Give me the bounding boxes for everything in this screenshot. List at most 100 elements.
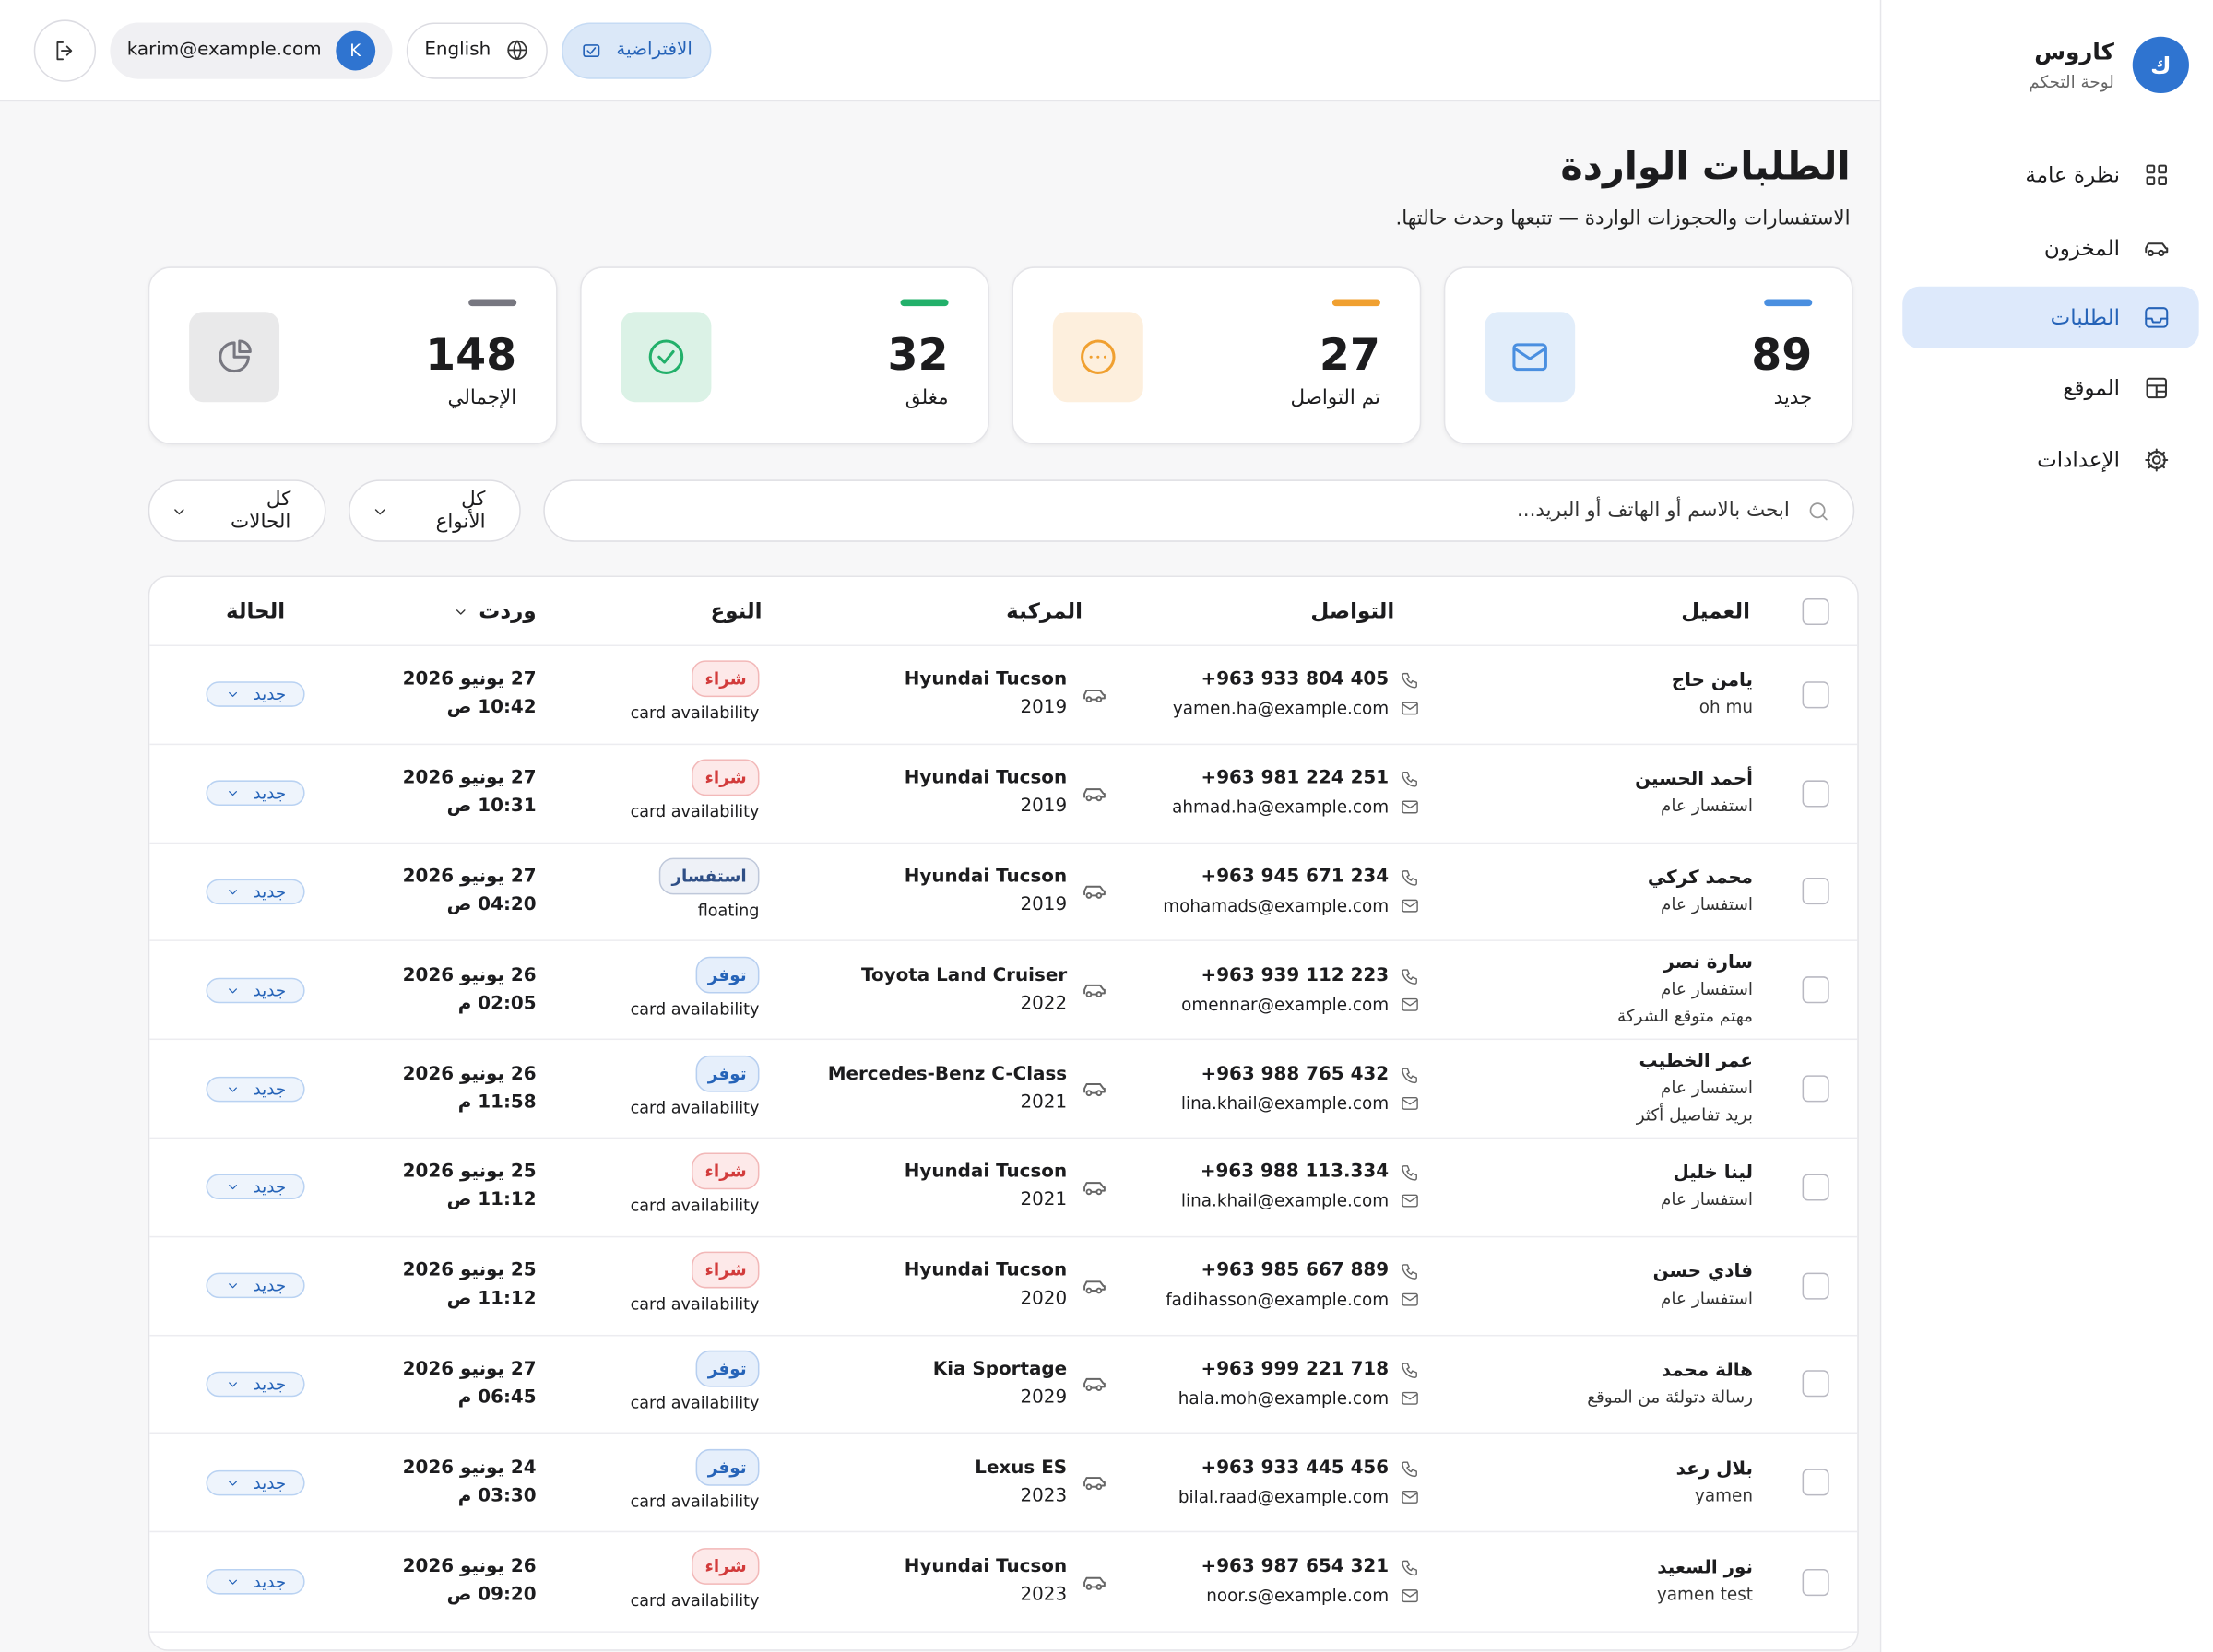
icon-part [1402,1165,1417,1182]
email-line: omennar@example.com [1130,990,1420,1019]
client-note: استفسار عام [1661,796,1754,816]
date: 27 يونيو 2026 [402,1358,537,1380]
phone-line: +963 987 654 321 [1130,1553,1420,1582]
type-badge: توفر [695,1448,760,1486]
user-menu[interactable]: karim@example.com K [110,21,393,78]
row-checkbox[interactable] [1801,1568,1828,1596]
select-all-checkbox[interactable] [1801,597,1828,625]
row-checkbox[interactable] [1801,1174,1828,1201]
email-line: mohamads@example.com [1130,891,1420,920]
topbar: karim@example.com K English الافتراضية [0,0,1882,102]
icon [1402,1096,1418,1110]
nav-label: المخزون [2043,235,2120,262]
table-row: سارة نصر استفسار عام مهتم متوقع الشركة +963… [149,942,1858,1041]
search-field[interactable]: ابحث بالاسم أو الهاتف أو البريد... [543,479,1855,542]
row-checkbox[interactable] [1801,878,1828,905]
vehicle-cell: Hyundai Tucson 2023 [785,1553,1130,1610]
status-dropdown[interactable]: جديد [206,1569,305,1595]
stat-label: الإجمالي [447,386,517,409]
nav-item[interactable]: المخزون [1902,218,2198,279]
date: 26 يونيو 2026 [402,964,537,986]
logout-button[interactable] [33,18,97,82]
filter-type[interactable]: كل الأنواع [349,479,521,542]
icon-part [586,46,596,54]
contact-cell: +963 999 221 718 hala.moh@example.com [1130,1356,1434,1412]
icon [229,692,238,698]
row-checkbox[interactable] [1801,1469,1828,1496]
icon-part [1402,1067,1417,1083]
time: 09:20 ص [446,1585,537,1607]
status-dropdown[interactable]: جديد [206,1076,305,1102]
language-button[interactable]: English [406,21,548,78]
status-dropdown[interactable]: جديد [206,780,305,807]
vehicle-name: Hyundai Tucson [904,1556,1068,1578]
row-checkbox[interactable] [1801,1370,1828,1398]
vehicle-year: 2019 [1020,697,1068,719]
status-label: جديد [253,1177,287,1198]
stat-card: 32 مغلق [580,266,989,445]
date: 24 يونيو 2026 [402,1457,537,1479]
status-dropdown[interactable]: جديد [206,1272,305,1299]
client-note: استفسار عام [1661,979,1754,1000]
status-dropdown[interactable]: جديد [206,1371,305,1398]
status-label: جديد [253,980,287,1000]
client-name: عمر الخطيب [1639,1051,1754,1073]
status-cell: جديد [149,1076,333,1102]
phone: +963 987 654 321 [1201,1556,1390,1578]
icon-part [2146,384,2167,399]
icon [1809,502,1828,520]
email-line: bilal.raad@example.com [1130,1482,1420,1511]
nav-item[interactable]: الطلبات [1902,286,2199,349]
stat-value: 27 [1319,330,1380,382]
stat-card: 148 الإجمالي [148,266,558,445]
icon [1402,1363,1417,1378]
stat-bar [1764,299,1813,307]
email: mohamads@example.com [1163,895,1390,916]
nav-label: الطلبات [2050,304,2120,331]
status-cell: جديد [149,681,333,708]
row-checkbox[interactable] [1801,1272,1828,1300]
status-dropdown[interactable]: جديد [206,879,305,905]
email-line: noor.s@example.com [1130,1582,1420,1611]
mode-button[interactable]: الافتراضية [561,21,711,78]
status-dropdown[interactable]: جديد [206,681,305,708]
icon-part [229,988,238,994]
icon-part [1402,901,1418,908]
type-badge: توفر [695,1350,760,1387]
column-header-label: التواصل [1310,597,1395,624]
type-cell: شراء card availability [559,759,785,827]
contact-cell: +963 933 445 456 bilal.raad@example.com [1130,1455,1434,1511]
checkbox-cell [1772,1174,1857,1201]
nav-item[interactable]: الإعدادات [1902,429,2198,490]
row-checkbox[interactable] [1801,1075,1828,1103]
checkbox-cell [1772,1272,1857,1300]
time: 10:42 ص [446,697,537,719]
status-dropdown[interactable]: جديد [206,1469,305,1496]
nav-item[interactable]: الموقع [1902,357,2198,419]
icon-part [238,339,252,354]
email: omennar@example.com [1181,994,1390,1015]
client-name: لينا خليل [1673,1162,1754,1185]
contact-cell: +963 988 765 432 lina.khail@example.com [1130,1060,1434,1116]
filter-status[interactable]: كل الحالات [148,479,326,542]
row-checkbox[interactable] [1801,976,1828,1004]
email: ahmad.ha@example.com [1172,797,1390,818]
status-dropdown[interactable]: جديد [206,977,305,1003]
brand-logo: ك [2132,36,2189,94]
vehicle-cell: Mercedes-Benz C-Class 2021 [785,1060,1130,1116]
type-sub: card availability [630,1590,760,1611]
type-cell: استفسار floating [559,857,785,926]
table-row: لينا خليل استفسار عام +963 988 113.334 lina… [149,1139,1858,1238]
icon-part [1402,1292,1418,1306]
status-dropdown[interactable]: جديد [206,1174,305,1200]
icon-part [229,692,238,698]
nav-item[interactable]: نظرة عامة [1902,144,2198,206]
date: 26 يونيو 2026 [402,1556,537,1578]
vehicle-info: Hyundai Tucson 2019 [905,765,1067,821]
row-checkbox[interactable] [1801,779,1828,808]
row-checkbox[interactable] [1801,681,1828,709]
checkbox-cell [1772,681,1857,709]
icon-part [1402,870,1417,886]
column-header: العميل [1434,598,1772,624]
icon-part [1083,1280,1106,1291]
